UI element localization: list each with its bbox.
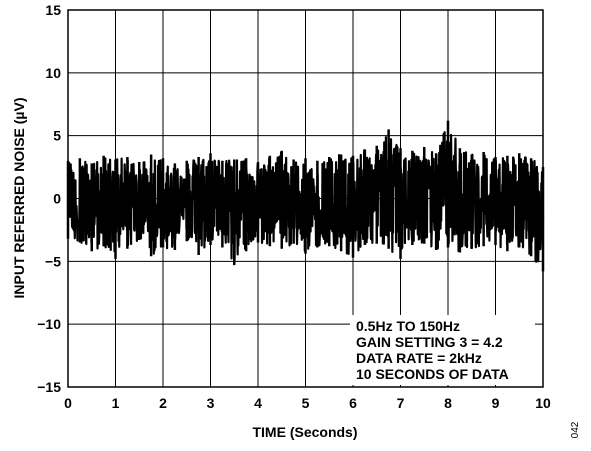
noise-trace <box>66 120 545 272</box>
plot-frame <box>67 9 544 388</box>
x-tick-label: 5 <box>302 395 310 411</box>
x-tick-label: 1 <box>112 395 120 411</box>
y-tick-label: 10 <box>45 65 61 81</box>
x-tick-label: 2 <box>159 395 167 411</box>
x-tick-label: 10 <box>535 395 551 411</box>
y-tick-label: −10 <box>37 316 61 332</box>
x-tick-label: 8 <box>444 395 452 411</box>
annotation-box <box>350 315 535 385</box>
x-tick-label: 7 <box>397 395 405 411</box>
x-axis-title: TIME (Seconds) <box>252 424 357 440</box>
x-tick-label: 3 <box>207 395 215 411</box>
y-tick-label: −5 <box>45 253 61 269</box>
x-tick-label: 6 <box>349 395 357 411</box>
annotation-line: GAIN SETTING 3 = 4.2 <box>356 334 503 350</box>
y-tick-label: 0 <box>53 191 61 207</box>
annotation-line: 0.5Hz TO 150Hz <box>356 318 460 334</box>
x-tick-label: 0 <box>64 395 72 411</box>
figure-code: 042 <box>570 421 581 438</box>
x-tick-label: 9 <box>492 395 500 411</box>
annotation-line: 10 SECONDS OF DATA <box>356 366 509 382</box>
y-tick-label: 15 <box>45 2 61 18</box>
x-tick-labels: 0 1 2 3 4 5 6 7 8 9 10 <box>64 395 551 411</box>
y-tick-label: 5 <box>53 128 61 144</box>
y-tick-label: −15 <box>37 379 61 395</box>
y-axis-title: INPUT REFERRED NOISE (µV) <box>11 98 27 299</box>
y-tick-labels: 15 10 5 0 −5 −10 −15 <box>37 2 61 395</box>
x-tick-label: 4 <box>254 395 262 411</box>
annotation-line: DATA RATE = 2kHz <box>356 350 482 366</box>
